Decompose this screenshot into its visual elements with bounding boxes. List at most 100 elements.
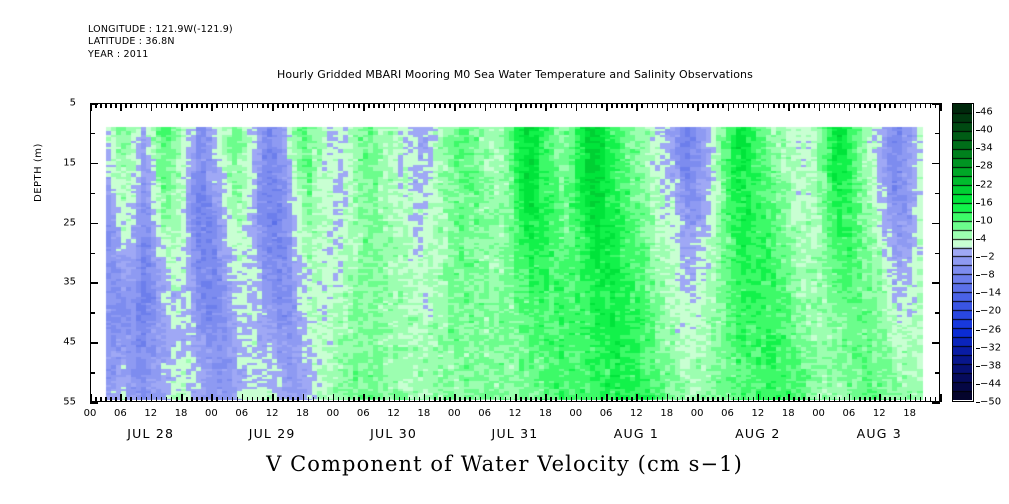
time-axis-tick (697, 394, 699, 402)
time-axis-tick (484, 103, 487, 111)
colorbar-tick (976, 202, 980, 204)
hour-tick-label: 12 (265, 408, 279, 419)
time-axis-tick (525, 397, 527, 402)
time-axis-tick (757, 394, 760, 402)
depth-axis-tick (90, 312, 95, 314)
time-axis-tick (292, 397, 294, 402)
time-axis-tick (383, 103, 385, 108)
time-axis-tick (292, 103, 294, 108)
time-axis-tick (135, 397, 138, 402)
time-axis-tick (666, 103, 669, 111)
time-axis-tick (717, 103, 719, 108)
time-axis-tick (439, 103, 441, 108)
hour-tick-label: 00 (83, 408, 97, 419)
hour-tick-label: 00 (447, 408, 461, 419)
time-axis-tick (762, 397, 765, 402)
time-axis-tick (590, 103, 593, 108)
time-axis-tick (778, 103, 780, 108)
depth-axis-tick (935, 132, 940, 135)
depth-tick-label: 15 (63, 157, 76, 169)
time-axis-tick (196, 397, 198, 402)
colorbar-tick-label: −32 (980, 342, 1002, 354)
depth-axis-tick (935, 192, 940, 195)
time-axis-tick (398, 103, 401, 108)
hour-tick-label: 06 (478, 408, 492, 419)
time-axis-tick (246, 103, 249, 108)
time-axis-tick (196, 103, 198, 108)
time-axis-tick (530, 103, 532, 108)
hour-tick-label: 18 (174, 408, 188, 419)
time-axis-tick (823, 103, 826, 108)
depth-axis-tick (935, 312, 940, 314)
hour-tick-label: 12 (144, 408, 158, 419)
time-axis-tick (302, 103, 304, 111)
time-axis-tick (656, 103, 659, 108)
hour-tick-label: 18 (781, 408, 795, 419)
day-axis-labels: JUL 28 JUL 29 JUL 30 JUL 31 AUG 1 AUG 2 AUG 3 (90, 426, 940, 446)
day-tick-label: AUG 3 (856, 426, 902, 441)
time-axis-tick (251, 397, 254, 402)
colorbar-tick (976, 220, 980, 222)
time-axis-tick (752, 397, 755, 402)
time-axis-tick (105, 103, 107, 108)
time-axis-tick (393, 103, 396, 111)
time-axis-tick (702, 103, 704, 108)
colorbar-tick-label: 40 (980, 124, 993, 136)
time-axis-tick (332, 394, 335, 402)
hour-axis-labels: 00 06 12 18 00 06 12 18 00 06 12 18 00 06 12 18 00 06 12 18… (84, 408, 940, 422)
time-axis-tick (439, 397, 441, 402)
colorbar-tick (976, 329, 980, 331)
time-axis-tick (393, 394, 396, 402)
time-axis-tick (307, 397, 310, 402)
time-axis-tick (120, 394, 122, 402)
hour-tick-label: 06 (842, 408, 856, 419)
time-axis-tick (140, 103, 143, 108)
time-axis-tick (773, 103, 775, 108)
depth-tick-label: 25 (63, 217, 76, 229)
time-axis-tick (666, 394, 669, 402)
time-axis-tick (231, 397, 234, 402)
day-tick-label: AUG 1 (613, 426, 660, 441)
hour-tick-label: 00 (205, 408, 218, 419)
day-tick-label: JUL 30 (370, 426, 418, 441)
time-axis-tick (853, 103, 856, 108)
colorbar-tick-label: 4 (980, 233, 987, 245)
time-axis-tick (904, 103, 907, 108)
time-axis-tick (125, 103, 127, 108)
time-axis-tick (282, 103, 284, 108)
time-axis-tick (515, 394, 517, 402)
colorbar-tick-label: 28 (980, 160, 993, 172)
depth-axis-tick (935, 372, 940, 374)
time-axis-tick (879, 103, 881, 111)
depth-axis-tick (90, 282, 98, 284)
time-axis-tick (459, 397, 461, 402)
time-axis-tick (262, 397, 264, 402)
time-axis-tick (348, 397, 350, 402)
time-axis-tick (681, 397, 684, 402)
time-axis-tick (671, 397, 674, 402)
time-axis-tick (601, 397, 603, 402)
time-axis-tick (661, 397, 664, 402)
time-axis-tick (484, 394, 487, 402)
time-axis-tick (115, 397, 117, 402)
time-axis-tick (95, 397, 97, 402)
time-axis-tick (186, 103, 188, 108)
time-axis-tick (504, 397, 507, 402)
time-axis-tick (251, 103, 254, 108)
time-axis-tick (317, 103, 320, 108)
time-axis-tick (165, 397, 168, 402)
time-axis-tick (803, 103, 805, 108)
time-axis-tick (681, 103, 684, 108)
plot-area (90, 103, 940, 402)
time-axis-tick (272, 394, 274, 402)
time-axis-tick (843, 103, 846, 108)
time-axis-tick (732, 103, 735, 108)
hour-tick-label: 06 (356, 408, 370, 419)
time-axis-tick (135, 103, 138, 108)
time-axis-tick (423, 103, 426, 111)
colorbar-tick (976, 365, 980, 367)
time-axis-tick (363, 103, 365, 111)
time-axis-tick (130, 397, 132, 402)
time-axis-tick (267, 103, 269, 108)
time-axis-tick (580, 397, 583, 402)
